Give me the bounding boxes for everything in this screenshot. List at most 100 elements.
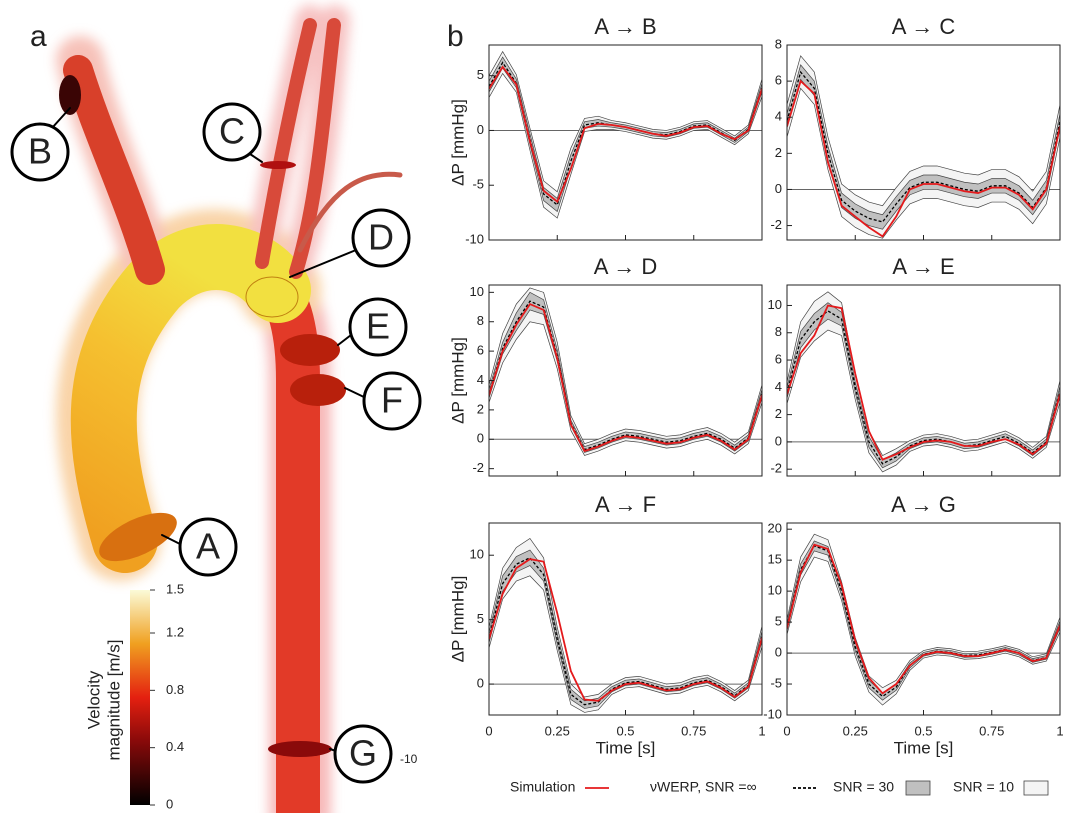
plot-area — [787, 55, 1060, 239]
legend-label: νWERP, SNR =∞ — [650, 779, 757, 795]
anatomy-node: A — [178, 517, 238, 577]
node-circle — [202, 102, 262, 162]
y-tick-label: 8 — [775, 324, 782, 339]
werp-line — [787, 70, 1060, 223]
anatomy-node: B — [10, 122, 70, 182]
legend-label: SNR = 10 — [953, 779, 1014, 795]
chart: A → C -2 0 2 4 6 8 — [770, 14, 1061, 241]
simulation-line — [787, 543, 1060, 695]
chart-title: A → C — [892, 14, 956, 39]
y-tick-label: -10 — [763, 706, 782, 721]
colorbar-label: Velocity — [84, 670, 103, 729]
y-axis-label: ΔP [mmHg] — [448, 337, 467, 424]
x-tick-label: 0 — [485, 723, 492, 738]
x-tick-label: 0.5 — [616, 723, 634, 738]
anatomy-node: E — [348, 297, 408, 357]
legend-label: Simulation — [510, 779, 575, 795]
y-axis-label: ΔP [mmHg] — [448, 99, 467, 186]
plot-area — [489, 50, 762, 219]
node-label: F — [381, 380, 403, 421]
y-tick-label: 4 — [477, 372, 484, 387]
legend-swatch — [1023, 780, 1049, 796]
y-tick-label: 4 — [775, 109, 782, 124]
x-tick-label: 0.25 — [545, 723, 570, 738]
node-circle — [10, 122, 70, 182]
charts: A → B -10 -5 0 5 ΔP [mmHg] A → C -2 0 2 4 6 8 A → D -2… — [448, 14, 1063, 758]
y-tick-label: -2 — [770, 461, 782, 476]
simulation-line — [489, 558, 762, 702]
y-axis-label: ΔP [mmHg] — [448, 576, 467, 663]
y-tick-label: 6 — [775, 351, 782, 366]
werp-line — [489, 300, 762, 451]
y-tick-label: 5 — [477, 611, 484, 626]
y-tick-label: 10 — [768, 583, 782, 598]
y-tick-label: 5 — [775, 614, 782, 629]
legend-swatch — [905, 780, 931, 796]
colorbar-tick-label: 0.4 — [166, 739, 184, 754]
colorbar-tick-label: 1.2 — [166, 624, 184, 639]
y-tick-label: 5 — [477, 67, 484, 82]
y-tick-label: 6 — [477, 343, 484, 358]
colorbar: 0 0.4 0.8 1.2 1.5 Velocity magnitude [m/s] — [84, 581, 184, 811]
snr-band — [489, 50, 762, 219]
y-tick-label: 0 — [477, 431, 484, 446]
x-tick-label: 0.75 — [979, 723, 1004, 738]
y-tick-label: 0 — [477, 676, 484, 691]
legend-label: SNR = 30 — [833, 779, 894, 795]
x-tick-label: 0 — [783, 723, 790, 738]
chart: A → G -10 -5 0 5 10 15 20 0 0.25 0.5 0.75 1 Time [s] — [763, 492, 1063, 758]
y-tick-label: 2 — [477, 401, 484, 416]
panel-label: b — [447, 20, 464, 53]
node-circle — [348, 297, 408, 357]
y-tick-label: -10 — [465, 231, 484, 246]
aorta-render — [51, 5, 403, 813]
y-tick-label: 10 — [768, 297, 782, 312]
y-tick-label: 0 — [775, 433, 782, 448]
x-axis-label: Time [s] — [596, 738, 656, 757]
node-label: G — [349, 733, 377, 774]
x-tick-label: 1 — [1056, 723, 1063, 738]
simulation-line — [489, 302, 762, 453]
werp-line — [787, 310, 1060, 465]
plot-area — [787, 533, 1060, 706]
anatomy-node: D — [351, 208, 411, 268]
node-circle — [178, 517, 238, 577]
simulation-line — [787, 79, 1060, 238]
y-tick-label: 8 — [477, 313, 484, 328]
x-tick-label: 0.75 — [681, 723, 706, 738]
chart-title: A → F — [595, 492, 656, 517]
simulation-line — [489, 65, 762, 204]
anatomy-node: G — [333, 724, 393, 784]
colorbar-tick-label: 0.8 — [166, 682, 184, 697]
chart: A → E -2 0 2 4 6 8 10 — [768, 254, 1061, 477]
snr-band — [787, 540, 1060, 701]
chart-title: A → E — [892, 254, 954, 279]
snr-band — [787, 533, 1060, 706]
node-label: D — [368, 217, 394, 258]
node-label: A — [196, 526, 220, 567]
legend: Simulation νWERP, SNR =∞ SNR = 30 SNR = 10 — [510, 779, 1049, 796]
colorbar-tick-label: 0 — [166, 796, 173, 811]
y-tick-label: 2 — [775, 406, 782, 421]
anatomy-node: F — [362, 371, 422, 431]
plot-area — [489, 287, 762, 456]
y-tick-label: -5 — [472, 177, 484, 192]
y-tick-label: 8 — [775, 36, 782, 51]
x-tick-label: 0.25 — [843, 723, 868, 738]
colorbar-tick-label: 1.5 — [166, 581, 184, 596]
y-tick-label: 0 — [775, 645, 782, 660]
y-tick-label: -5 — [770, 675, 782, 690]
y-tick-label: 0 — [477, 122, 484, 137]
y-tick-label: 15 — [768, 552, 782, 567]
chart-title: A → B — [594, 14, 656, 39]
node-label: B — [28, 131, 52, 172]
y-tick-label: -2 — [770, 217, 782, 232]
snr-band — [489, 549, 762, 709]
chart: A → B -10 -5 0 5 ΔP [mmHg] — [448, 14, 763, 246]
snr-band — [489, 287, 762, 456]
y-tick-label: 2 — [775, 145, 782, 160]
simulation-line — [787, 304, 1060, 461]
werp-line — [787, 545, 1060, 698]
